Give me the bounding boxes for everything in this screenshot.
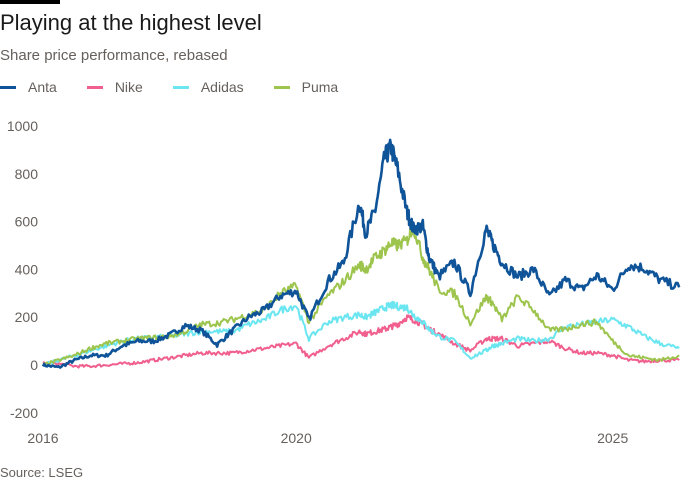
y-tick-label: 0	[30, 357, 38, 373]
series-line-nike	[42, 314, 680, 369]
legend-label: Anta	[28, 79, 57, 95]
legend-label: Nike	[114, 79, 143, 95]
legend-item-puma: Puma	[273, 79, 339, 95]
brand-bar	[0, 0, 60, 4]
y-tick-label: 400	[15, 261, 39, 277]
y-tick-label: 1000	[7, 118, 38, 134]
legend-swatch	[86, 85, 103, 89]
legend-item-adidas: Adidas	[172, 79, 244, 95]
source-note: Source: LSEG	[0, 465, 84, 480]
y-tick-label: -200	[10, 405, 38, 421]
legend-label: Puma	[301, 79, 339, 95]
y-tick-label: 800	[15, 166, 39, 182]
legend-label: Adidas	[200, 79, 244, 95]
series-line-puma	[42, 222, 680, 366]
y-tick-label: 600	[15, 214, 39, 230]
legend-item-nike: Nike	[86, 79, 143, 95]
x-tick-label: 2025	[597, 430, 628, 446]
chart-title: Playing at the highest level	[0, 10, 262, 35]
chart-subtitle: Share price performance, rebased	[0, 47, 228, 64]
series-line-anta	[41, 138, 681, 369]
legend-swatch	[273, 85, 290, 89]
y-tick-label: 200	[15, 309, 39, 325]
legend: Anta Nike Adidas Puma	[0, 79, 368, 95]
x-tick-label: 2016	[27, 430, 58, 446]
legend-swatch	[172, 85, 189, 89]
legend-item-anta: Anta	[0, 79, 57, 95]
x-tick-label: 2020	[281, 430, 312, 446]
legend-swatch	[0, 85, 16, 89]
